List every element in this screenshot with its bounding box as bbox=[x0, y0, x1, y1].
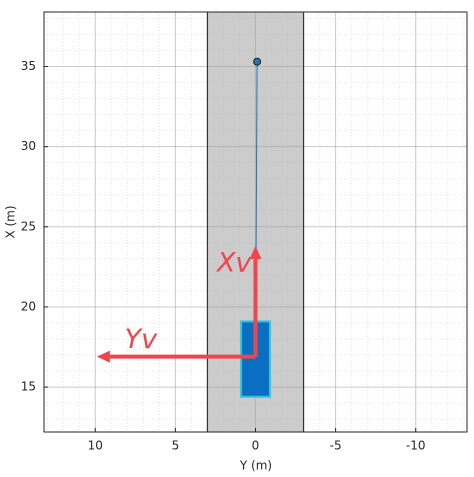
arrow-head bbox=[249, 246, 262, 260]
annotation-label: Yv bbox=[125, 324, 158, 355]
vehicle bbox=[240, 320, 271, 398]
x-tick-label: -10 bbox=[406, 439, 426, 453]
arrow-head bbox=[96, 350, 110, 363]
y-tick-label: 15 bbox=[21, 380, 36, 394]
y-tick-label: 30 bbox=[21, 139, 36, 153]
y-tick-label: 25 bbox=[21, 219, 36, 233]
waypoint bbox=[253, 57, 262, 66]
y-axis-label: X (m) bbox=[4, 205, 18, 238]
y-tick-label: 35 bbox=[21, 59, 36, 73]
x-axis-label: Y (m) bbox=[239, 459, 272, 473]
y-tick-label: 20 bbox=[21, 299, 36, 313]
x-tick-label: 5 bbox=[172, 439, 180, 453]
x-tick-label: 10 bbox=[88, 439, 103, 453]
annotation-label: Xv bbox=[215, 248, 252, 279]
plot-frame bbox=[43, 11, 468, 433]
x-tick-label: -5 bbox=[330, 439, 342, 453]
x-tick-label: 0 bbox=[252, 439, 260, 453]
